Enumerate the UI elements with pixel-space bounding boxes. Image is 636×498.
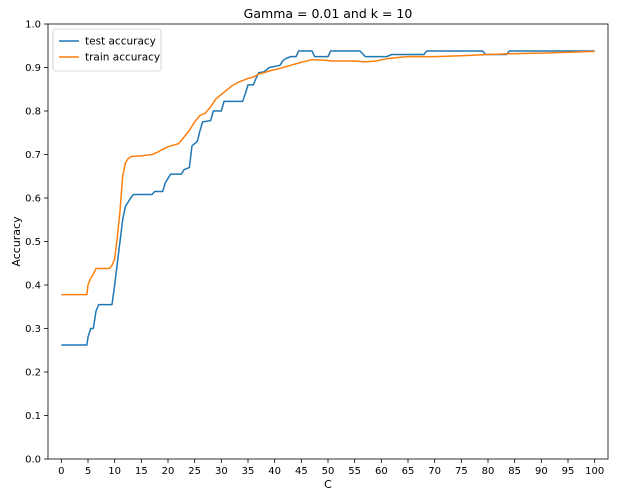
y-tick-label: 1.0 <box>25 20 41 31</box>
x-tick-label: 95 <box>562 466 575 477</box>
y-tick-label: 0.4 <box>25 281 41 292</box>
x-tick-label: 15 <box>135 466 148 477</box>
series-layer <box>61 50 595 346</box>
series-line-1 <box>61 50 595 296</box>
y-axis-label: Accuracy <box>10 216 23 267</box>
x-tick-label: 35 <box>242 466 255 477</box>
x-tick-label: 85 <box>508 466 521 477</box>
series-line-0 <box>61 50 595 346</box>
y-tick-label: 0.0 <box>25 455 41 466</box>
y-tick-label: 0.6 <box>25 194 41 205</box>
y-axis-ticks: 0.0 0.1 0.2 0.3 0.4 0.5 0.6 0.7 0.8 0.9 1.0 <box>25 20 48 466</box>
plot-frame <box>47 23 609 460</box>
x-tick-label: 55 <box>348 466 361 477</box>
x-tick-label: 75 <box>455 466 468 477</box>
x-tick-label: 30 <box>215 466 228 477</box>
y-tick-label: 0.2 <box>25 368 41 379</box>
x-axis-label: C <box>324 478 332 491</box>
chart-title: Gamma = 0.01 and k = 10 <box>244 6 413 21</box>
x-tick-label: 65 <box>402 466 415 477</box>
x-tick-label: 80 <box>482 466 495 477</box>
y-tick-label: 0.3 <box>25 324 41 335</box>
x-tick-label: 100 <box>585 466 604 477</box>
y-tick-label: 0.8 <box>25 107 41 118</box>
x-tick-label: 90 <box>535 466 548 477</box>
y-tick-label: 0.7 <box>25 150 41 161</box>
x-axis-ticks: 0 5 10 15 20 25 30 35 40 45 50 55 60 65 70 75 80 85 90 95 10… <box>58 459 604 477</box>
x-tick-label: 50 <box>322 466 335 477</box>
x-tick-label: 20 <box>162 466 175 477</box>
x-tick-label: 25 <box>188 466 201 477</box>
x-tick-label: 60 <box>375 466 388 477</box>
x-tick-label: 45 <box>295 466 308 477</box>
legend-label: train accuracy <box>85 52 160 64</box>
x-tick-label: 5 <box>85 466 91 477</box>
legend-label: test accuracy <box>85 36 156 48</box>
x-tick-label: 10 <box>108 466 121 477</box>
x-tick-label: 40 <box>268 466 281 477</box>
y-tick-label: 0.9 <box>25 63 41 74</box>
y-tick-label: 0.1 <box>25 411 41 422</box>
x-tick-label: 70 <box>428 466 441 477</box>
x-tick-label: 0 <box>58 466 64 477</box>
y-tick-label: 0.5 <box>25 237 41 248</box>
legend-box <box>52 28 162 72</box>
legend: test accuracy train accuracy <box>52 28 162 72</box>
